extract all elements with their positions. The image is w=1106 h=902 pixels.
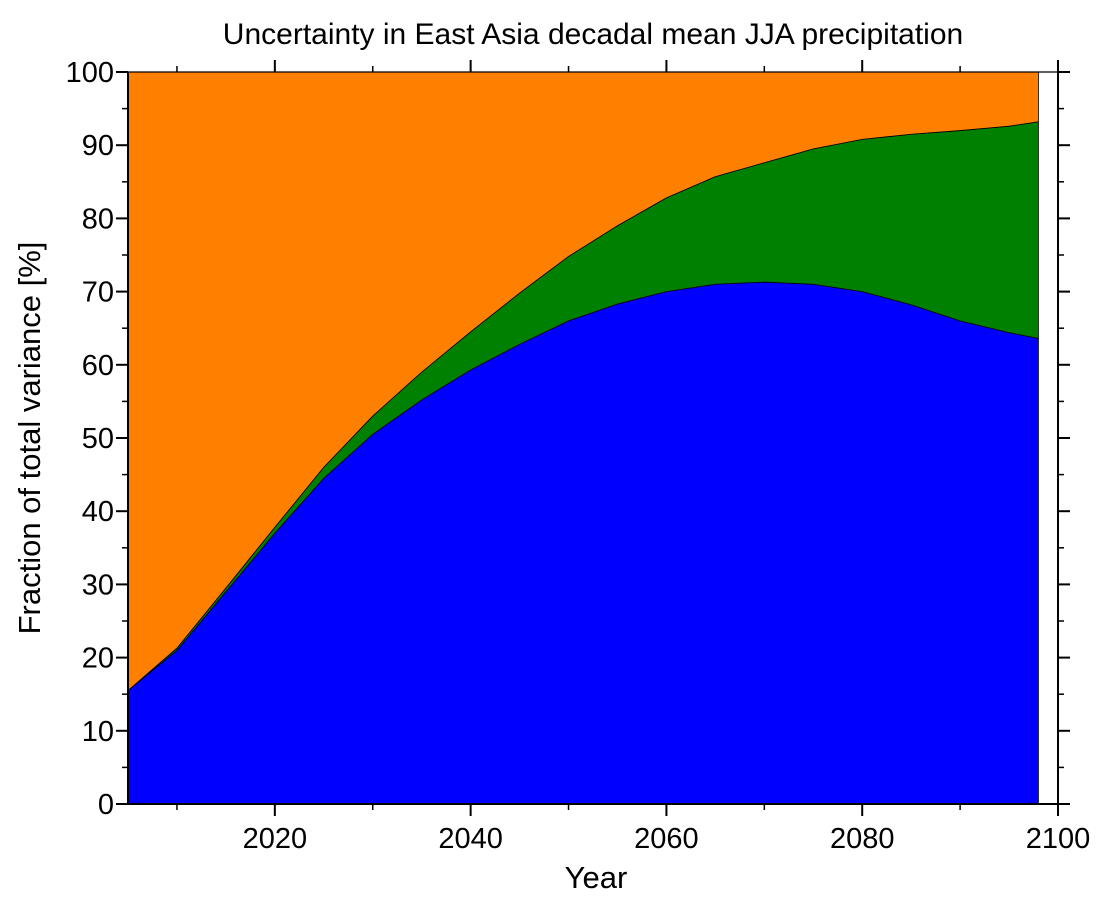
- y-tick-label: 0: [98, 789, 114, 821]
- y-tick-label: 30: [82, 569, 114, 601]
- y-tick-label: 80: [82, 203, 114, 235]
- x-tick-label: 2080: [830, 823, 895, 855]
- y-axis-label: Fraction of total variance [%]: [12, 242, 47, 635]
- area-layers: [127, 71, 1039, 805]
- y-tick-label: 60: [82, 350, 114, 382]
- x-tick-label: 2100: [1026, 823, 1091, 855]
- x-axis-label: Year: [565, 860, 628, 895]
- y-tick-label: 100: [66, 57, 114, 89]
- y-tick-label: 70: [82, 277, 114, 309]
- y-tick-label: 90: [82, 130, 114, 162]
- tick-labels: 0 10 20 30 40 50 60 70 80 90 100 2020 2040 2060 2080 21…: [66, 57, 1091, 855]
- y-tick-label: 40: [82, 496, 114, 528]
- x-tick-label: 2020: [243, 823, 308, 855]
- x-tick-label: 2060: [634, 823, 699, 855]
- y-tick-label: 50: [82, 423, 114, 455]
- ticks: [116, 60, 1070, 816]
- chart-title: Uncertainty in East Asia decadal mean JJ…: [223, 18, 963, 51]
- y-tick-label: 20: [82, 643, 114, 675]
- x-tick-label: 2040: [438, 823, 503, 855]
- y-tick-label: 10: [82, 716, 114, 748]
